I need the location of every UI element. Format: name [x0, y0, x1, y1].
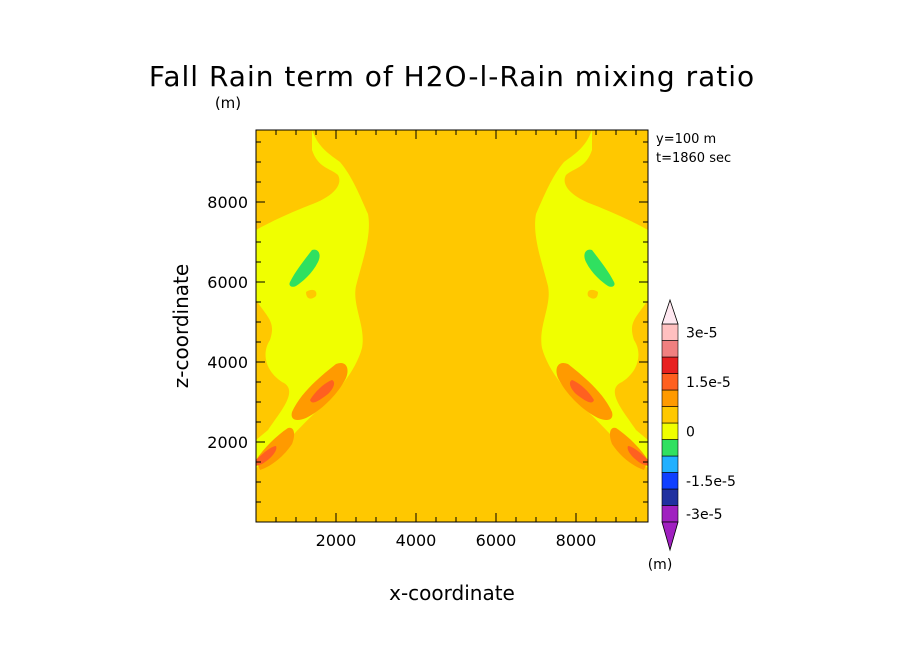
colorbar-tick-label: -1.5e-5 — [686, 474, 736, 490]
colorbar-unit: (m) — [648, 557, 673, 573]
colorbar-bin — [661, 455, 679, 473]
contour-plot-area — [256, 130, 648, 522]
contour-negative-left — [289, 249, 320, 287]
x-tick-label: 8000 — [556, 531, 597, 550]
y-tick-label: 4000 — [207, 353, 248, 372]
x-tick-label: 2000 — [316, 531, 357, 550]
contour-positive-low-right-core — [627, 446, 648, 466]
colorbar-bin — [661, 488, 679, 506]
contour-band-left — [256, 300, 290, 440]
colorbar-bin — [661, 439, 679, 457]
colorbar-bin — [661, 323, 679, 341]
y-axis-ticks: 2000 4000 6000 8000 — [207, 141, 648, 503]
colorbar-bin — [661, 389, 679, 407]
contour-pocket-right — [545, 227, 612, 307]
contour-upper-left-lobe — [256, 130, 340, 230]
colorbar-tick-label: 0 — [686, 424, 695, 440]
y-tick-label: 8000 — [207, 193, 248, 212]
contour-positive-mid-right-core — [569, 380, 594, 403]
contour-speck-right — [587, 289, 598, 299]
annotation-y: y=100 m — [656, 132, 716, 147]
x-axis-ticks: 2000 4000 6000 8000 — [275, 130, 637, 550]
colorbar-bin — [661, 422, 679, 440]
contour-upper-right-lobe — [564, 130, 648, 230]
plot-frame — [255, 129, 649, 523]
annotation-group: y=100 m t=1860 sec — [656, 132, 731, 166]
x-tick-label: 4000 — [396, 531, 437, 550]
colorbar-tick-label: 3e-5 — [686, 325, 717, 341]
contour-core — [256, 130, 648, 522]
annotation-t: t=1860 sec — [656, 151, 731, 166]
x-axis-label: x-coordinate — [389, 581, 515, 605]
colorbar-bin — [661, 340, 679, 358]
colorbar-bin — [661, 472, 679, 490]
colorbar-bin — [661, 406, 679, 424]
contour-negative-right — [584, 249, 615, 287]
colorbar-tick-label: 1.5e-5 — [686, 375, 731, 391]
colorbar-extend-top — [661, 298, 679, 325]
colorbar: 3e-5 1.5e-5 0 -1.5e-5 -3e-5 — [661, 298, 736, 552]
colorbar-extend-bottom — [661, 521, 679, 552]
colorbar-bin — [661, 505, 679, 523]
contour-speck-left — [306, 289, 317, 299]
y-tick-label: 6000 — [207, 273, 248, 292]
chart-title: Fall Rain term of H2O-l-Rain mixing rati… — [149, 60, 755, 93]
colorbar-tick-label: -3e-5 — [686, 507, 723, 523]
y-tick-label: 2000 — [207, 433, 248, 452]
y-axis-label: z-coordinate — [169, 264, 193, 388]
x-tick-label: 6000 — [476, 531, 517, 550]
contour-pocket-left — [292, 227, 359, 307]
contour-positive-mid-left-core — [310, 380, 335, 403]
colorbar-bin — [661, 373, 679, 391]
colorbar-bin — [661, 356, 679, 374]
contour-band-right — [614, 300, 648, 440]
chart-title-unit: (m) — [215, 94, 241, 112]
contour-positive-low-left-core — [256, 446, 277, 466]
